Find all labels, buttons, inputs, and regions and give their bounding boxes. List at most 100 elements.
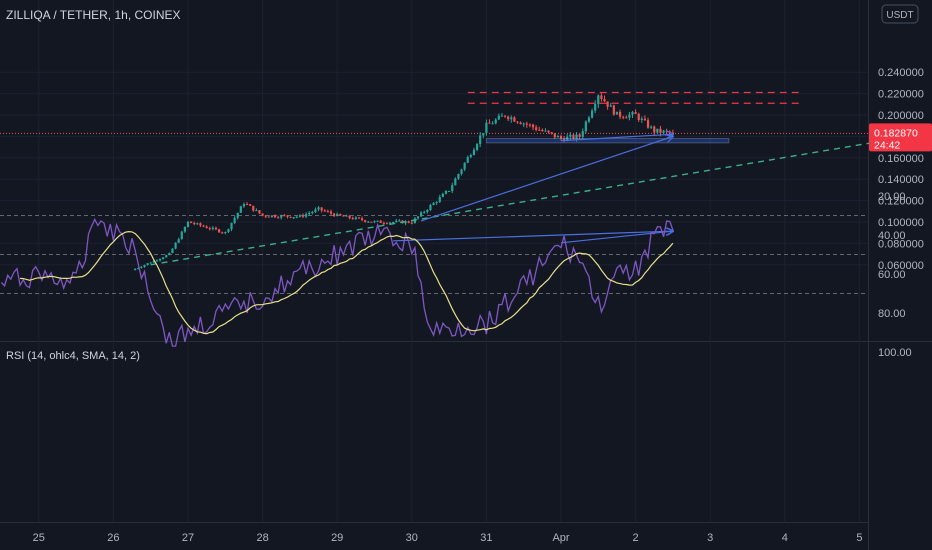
candle-body[interactable] bbox=[472, 149, 476, 156]
candle-body[interactable] bbox=[659, 128, 662, 133]
candle-body[interactable] bbox=[252, 205, 255, 211]
candle-body[interactable] bbox=[280, 215, 283, 218]
candle-body[interactable] bbox=[336, 213, 339, 217]
candle-body[interactable] bbox=[525, 123, 528, 125]
candle-body[interactable] bbox=[435, 201, 438, 203]
candle-body[interactable] bbox=[563, 138, 566, 141]
candle-body[interactable] bbox=[242, 204, 246, 207]
candle-body[interactable] bbox=[289, 216, 292, 218]
candle-body[interactable] bbox=[373, 221, 376, 223]
candle-body[interactable] bbox=[357, 217, 361, 219]
candle-body[interactable] bbox=[149, 262, 152, 264]
candle-body[interactable] bbox=[295, 216, 298, 218]
candle-body[interactable] bbox=[544, 130, 547, 132]
candle-body[interactable] bbox=[538, 129, 541, 131]
candle-body[interactable] bbox=[360, 218, 364, 221]
candle-body[interactable] bbox=[407, 221, 410, 223]
candle-body[interactable] bbox=[199, 223, 202, 226]
candle-body[interactable] bbox=[155, 260, 159, 262]
candle-body[interactable] bbox=[134, 268, 137, 271]
candle-body[interactable] bbox=[516, 121, 519, 123]
candle-body[interactable] bbox=[376, 220, 379, 222]
support-zone-rect[interactable] bbox=[485, 138, 730, 144]
candle-body[interactable] bbox=[507, 116, 510, 120]
candle-body[interactable] bbox=[379, 220, 382, 223]
candle-body[interactable] bbox=[420, 212, 423, 217]
candle-body[interactable] bbox=[277, 217, 280, 219]
candle-body[interactable] bbox=[224, 232, 227, 234]
price-arrow-line[interactable] bbox=[560, 134, 673, 142]
candle-body[interactable] bbox=[444, 190, 448, 194]
candle-body[interactable] bbox=[286, 215, 289, 217]
candle-body[interactable] bbox=[364, 220, 367, 222]
candle-body[interactable] bbox=[152, 260, 155, 263]
candle-body[interactable] bbox=[590, 110, 594, 118]
candle-body[interactable] bbox=[326, 211, 329, 213]
candle-body[interactable] bbox=[603, 98, 606, 102]
currency-badge[interactable]: USDT bbox=[881, 4, 919, 24]
candle-body[interactable] bbox=[320, 207, 323, 211]
candle-body[interactable] bbox=[671, 132, 674, 134]
candle-body[interactable] bbox=[367, 221, 370, 223]
candle-body[interactable] bbox=[457, 174, 460, 179]
candle-body[interactable] bbox=[547, 130, 550, 133]
candle-body[interactable] bbox=[233, 217, 236, 223]
candle-body[interactable] bbox=[267, 216, 270, 218]
candle-body[interactable] bbox=[640, 118, 643, 121]
candle-body[interactable] bbox=[221, 232, 224, 234]
candle-body[interactable] bbox=[581, 131, 584, 137]
candle-body[interactable] bbox=[485, 122, 488, 134]
candle-body[interactable] bbox=[205, 226, 208, 229]
candle-body[interactable] bbox=[634, 112, 637, 114]
candle-body[interactable] bbox=[569, 134, 572, 137]
rsi-moving-average[interactable] bbox=[20, 230, 674, 335]
candle-body[interactable] bbox=[441, 193, 444, 197]
candle-body[interactable] bbox=[429, 205, 432, 210]
candle-body[interactable] bbox=[618, 111, 622, 117]
candle-body[interactable] bbox=[500, 115, 504, 117]
candle-body[interactable] bbox=[329, 211, 333, 214]
candle-body[interactable] bbox=[168, 253, 171, 256]
rsi-series[interactable] bbox=[1, 217, 674, 347]
candle-body[interactable] bbox=[553, 133, 556, 138]
candle-body[interactable] bbox=[572, 134, 575, 139]
candle-body[interactable] bbox=[255, 210, 258, 212]
candle-body[interactable] bbox=[513, 117, 516, 122]
candle-body[interactable] bbox=[650, 126, 653, 128]
candle-body[interactable] bbox=[460, 169, 463, 175]
candle-body[interactable] bbox=[174, 242, 177, 249]
price-axis[interactable]: 0.2400000.2200000.2000000.1800000.160000… bbox=[878, 67, 924, 272]
candle-body[interactable] bbox=[432, 202, 435, 206]
candle-body[interactable] bbox=[370, 221, 373, 223]
candle-body[interactable] bbox=[283, 215, 286, 217]
candle-body[interactable] bbox=[479, 135, 482, 145]
candle-body[interactable] bbox=[416, 216, 420, 219]
candle-body[interactable] bbox=[323, 210, 326, 212]
candle-body[interactable] bbox=[519, 122, 522, 125]
candle-body[interactable] bbox=[438, 196, 441, 202]
candle-body[interactable] bbox=[556, 135, 559, 138]
candle-body[interactable] bbox=[475, 144, 479, 150]
candle-body[interactable] bbox=[482, 133, 485, 136]
candle-body[interactable] bbox=[559, 135, 563, 139]
candle-body[interactable] bbox=[426, 209, 429, 212]
candle-body[interactable] bbox=[227, 229, 230, 233]
candle-body[interactable] bbox=[578, 134, 581, 137]
candle-body[interactable] bbox=[171, 248, 174, 254]
candle-body[interactable] bbox=[625, 117, 628, 119]
candle-body[interactable] bbox=[587, 117, 591, 122]
candle-body[interactable] bbox=[165, 255, 168, 258]
candle-body[interactable] bbox=[491, 123, 494, 125]
candle-body[interactable] bbox=[410, 222, 413, 224]
candle-body[interactable] bbox=[469, 155, 472, 157]
candle-body[interactable] bbox=[332, 213, 336, 217]
candle-body[interactable] bbox=[535, 127, 538, 130]
candle-body[interactable] bbox=[575, 134, 578, 139]
candle-body[interactable] bbox=[646, 120, 650, 128]
candle-body[interactable] bbox=[392, 222, 395, 224]
candle-body[interactable] bbox=[183, 227, 186, 232]
candle-body[interactable] bbox=[612, 105, 615, 115]
candle-body[interactable] bbox=[162, 257, 165, 259]
drawings-overlay[interactable] bbox=[150, 91, 897, 266]
candle-body[interactable] bbox=[202, 225, 205, 227]
